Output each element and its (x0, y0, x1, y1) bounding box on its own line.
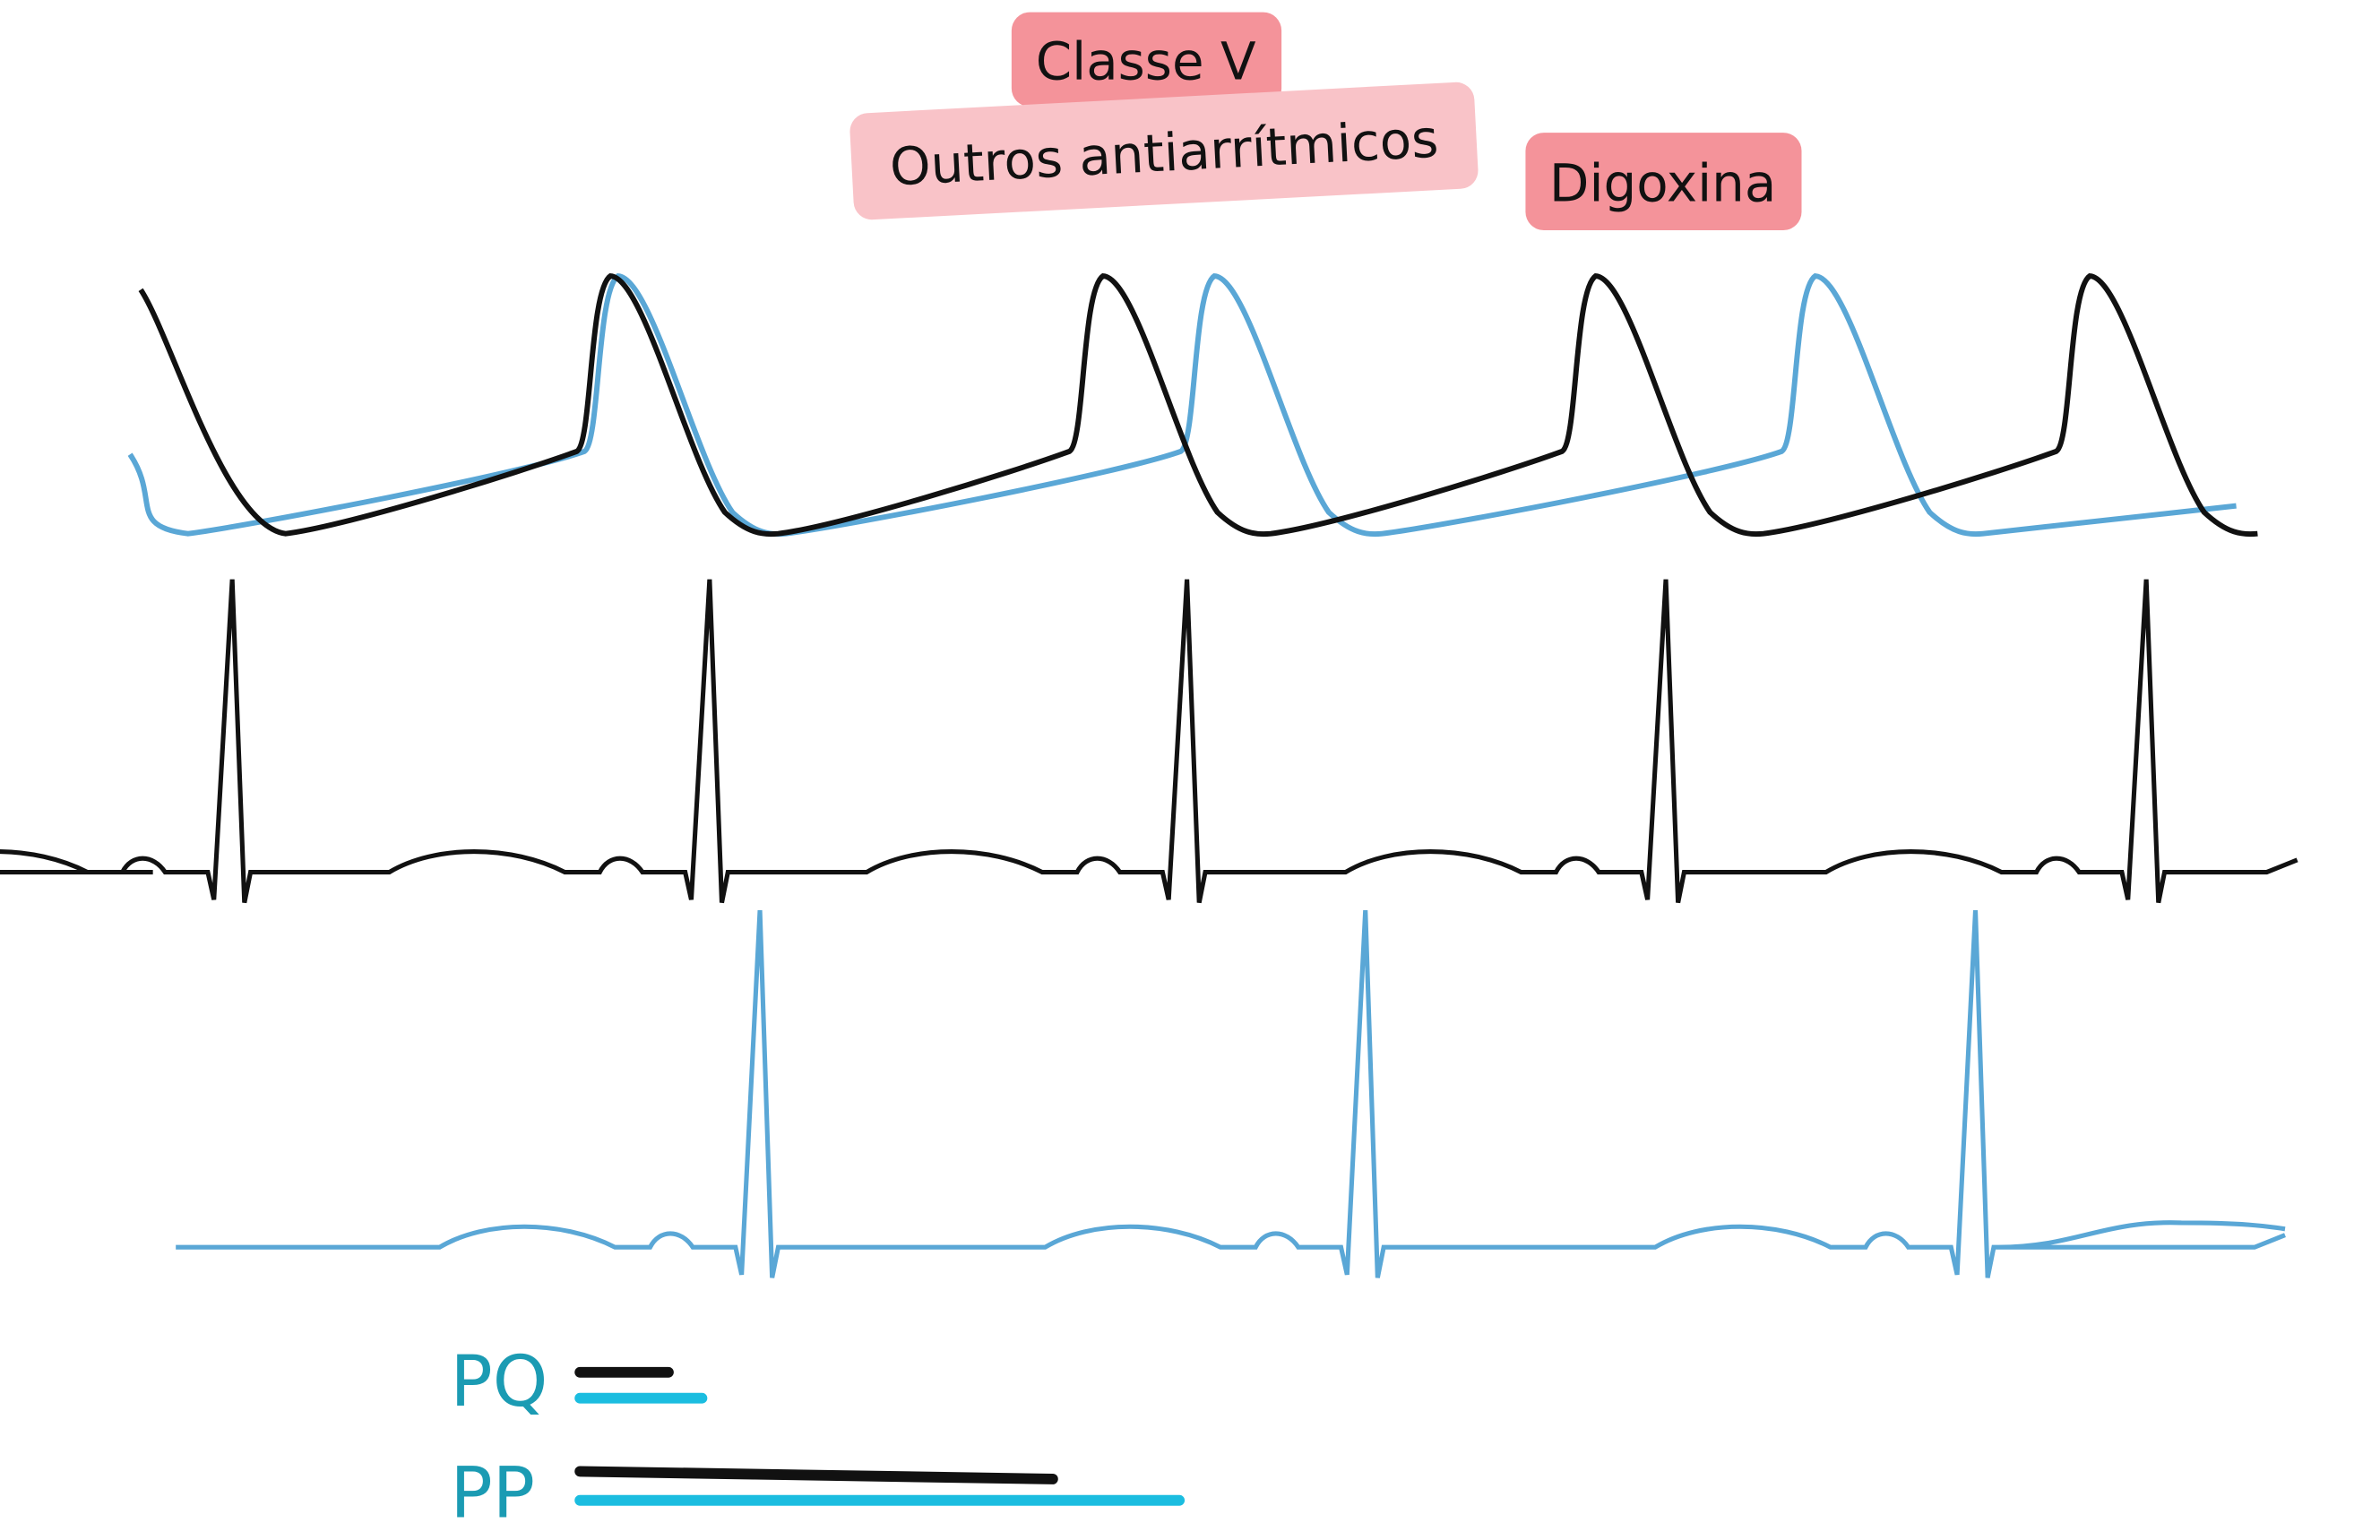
label-box (849, 82, 1479, 220)
pp-black (574, 1466, 1058, 1484)
label-text: Digoxina (1549, 153, 1776, 214)
action-potential-black (138, 273, 2258, 538)
label-digoxin: Digoxina (1525, 133, 1802, 230)
action-potential-blue (127, 273, 2237, 538)
label-other: Outros antiarrítmicos (849, 82, 1479, 220)
ecg-blue (176, 909, 2286, 1278)
label-box (1011, 12, 1282, 108)
label-class-v: Classe V (1011, 12, 1282, 108)
label-box (1525, 133, 1802, 230)
ecg-black (0, 579, 2298, 904)
label-text: Classe V (1036, 31, 1256, 92)
legend-pp: PP (451, 1452, 535, 1534)
legend-pq: PQ (451, 1341, 548, 1423)
